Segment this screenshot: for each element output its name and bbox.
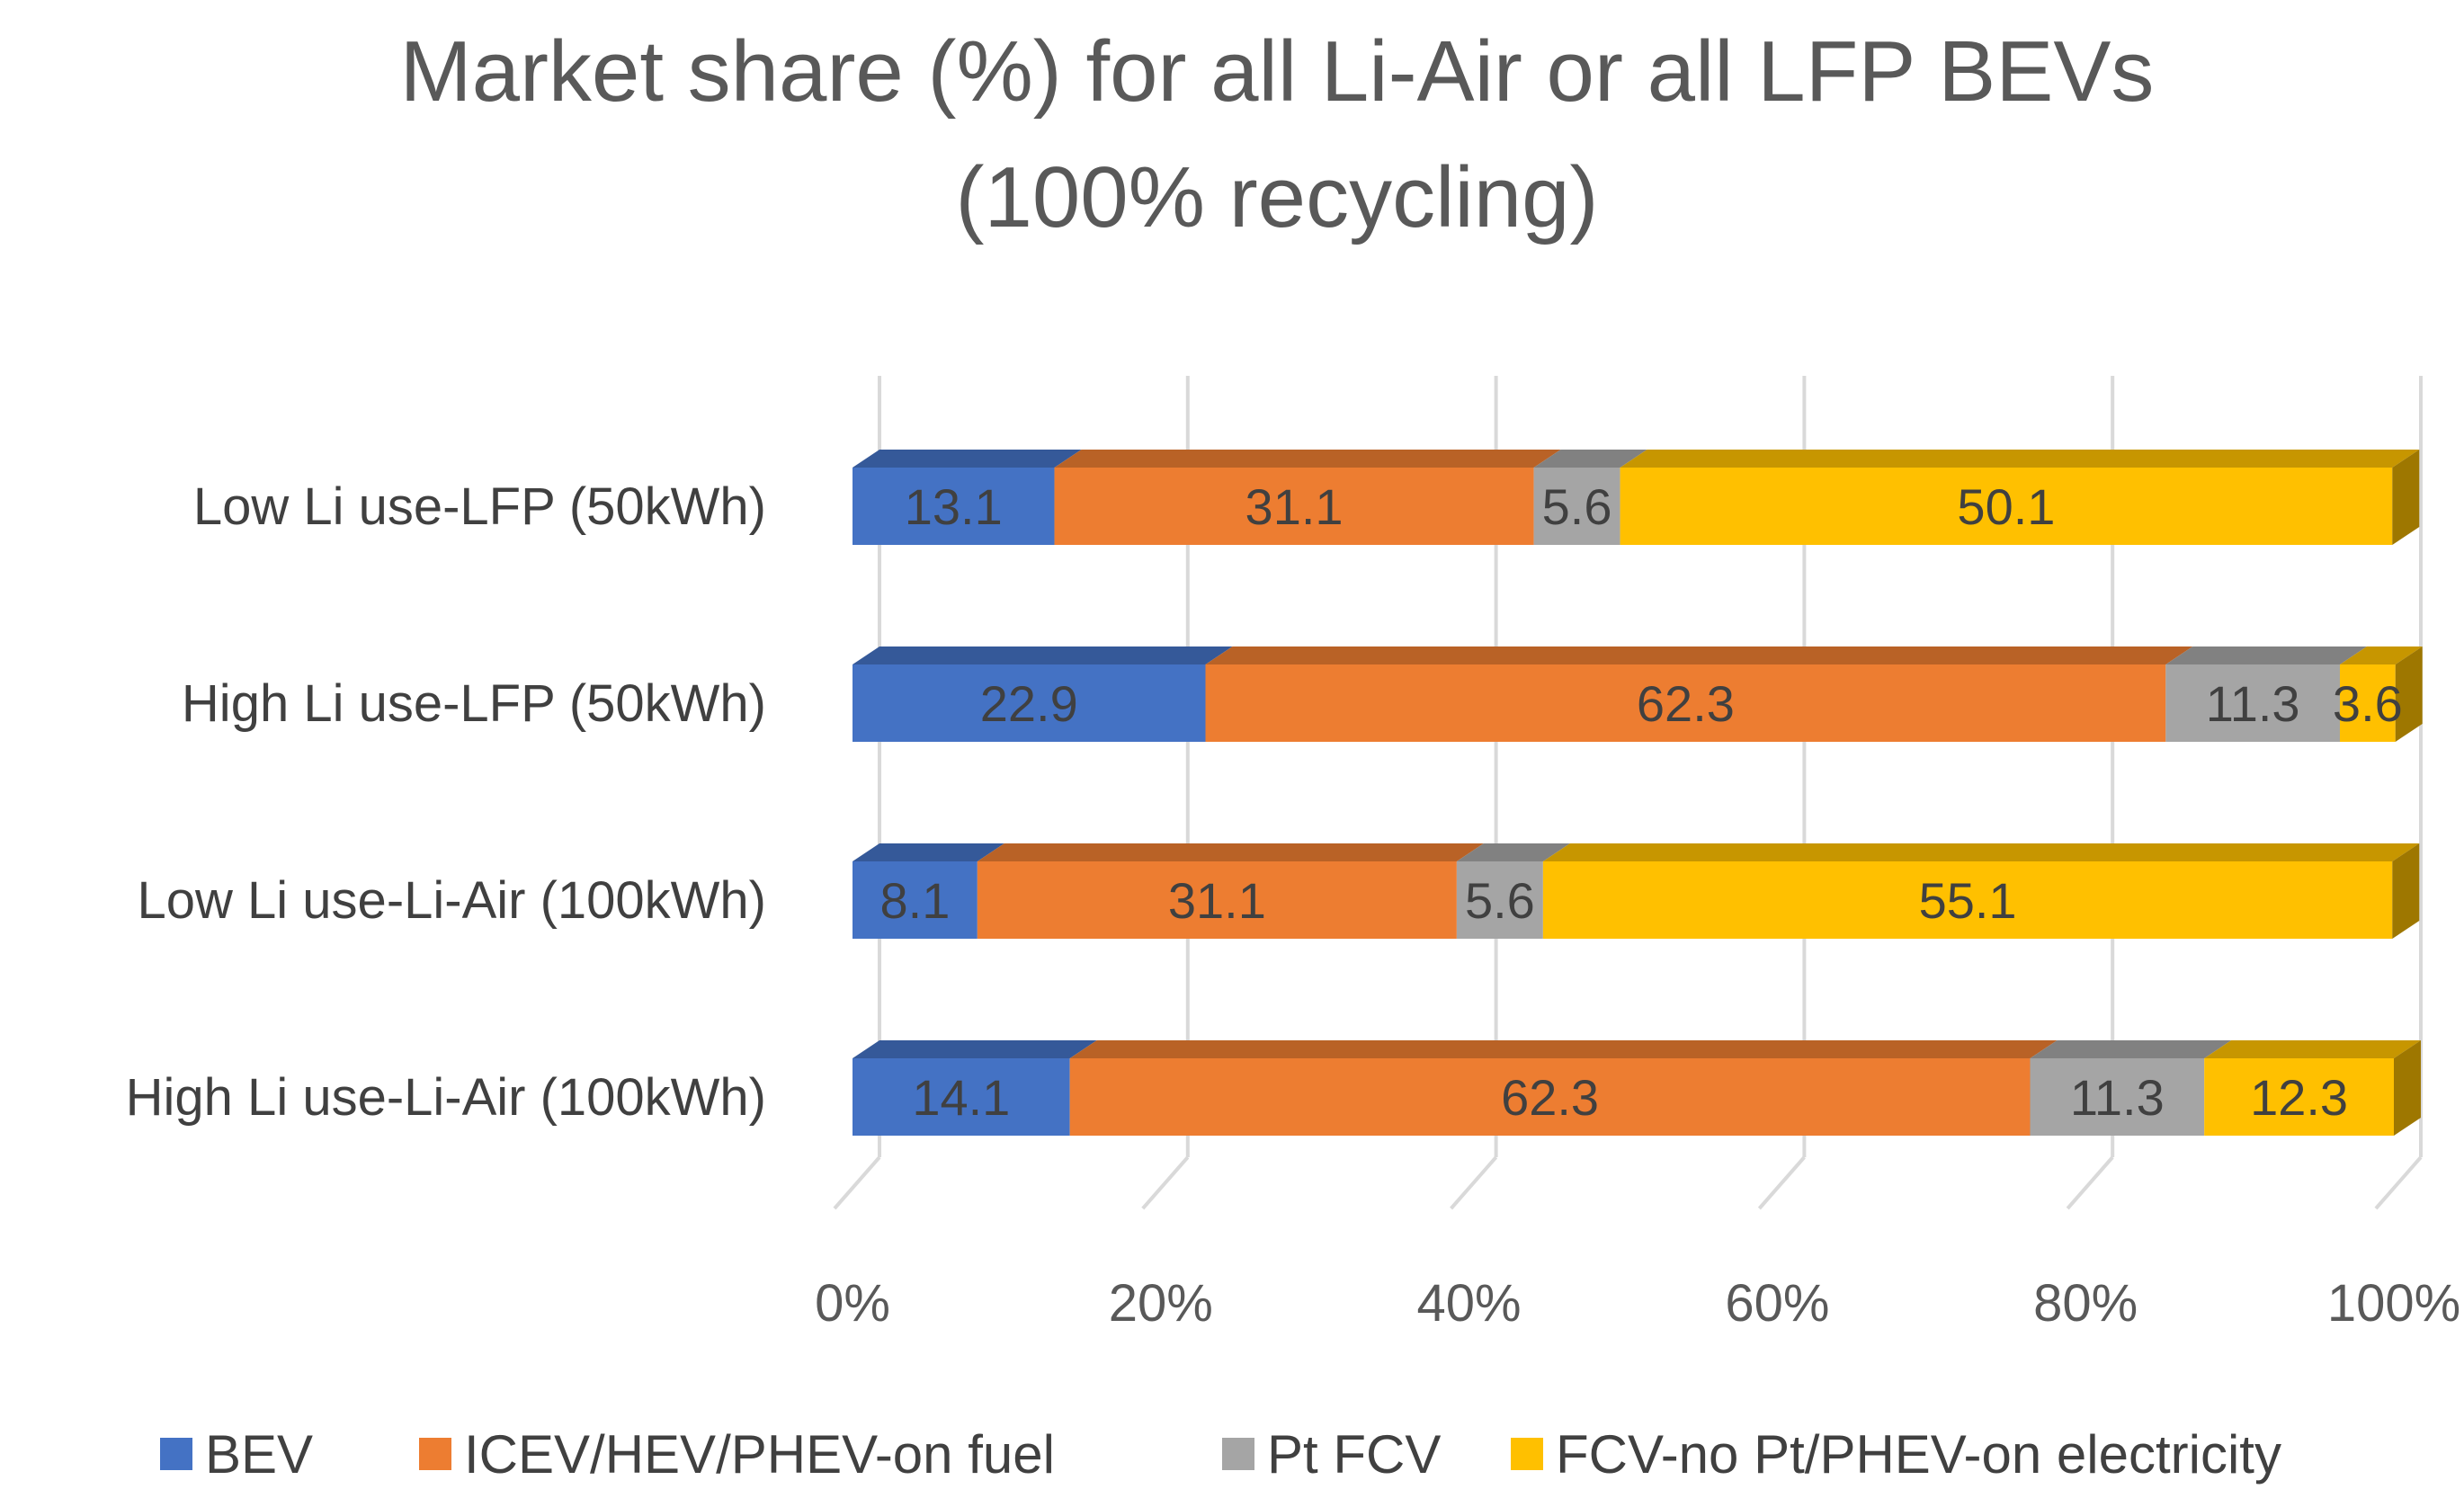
bar-segment-icev-hev-phev-on-fuel [1054,450,1561,545]
floor-line-3 [1757,1155,1806,1210]
x-tick-label: 0% [815,1274,890,1333]
bar-segment-icev-hev-phev-on-fuel [1205,646,2193,742]
legend-item-pt-fcv: Pt FCV [1222,1424,1441,1485]
bar-segment-bev [853,1040,1097,1136]
x-tick-label: 80% [2033,1274,2138,1333]
bar-segment-bev [853,843,1004,939]
legend-swatch [1511,1438,1543,1470]
data-label: 8.1 [879,872,950,929]
legend: BEV ICEV/HEV/PHEV-on fuel Pt FCV FCV-no Pt/… [160,1424,2281,1485]
data-label: 55.1 [1919,872,2017,929]
data-label: 62.3 [1501,1069,1599,1126]
bar-segment-bev [853,450,1082,545]
legend-item-fcv-no-pt-phev-on-electricity: FCV-no Pt/PHEV-on electricity [1511,1424,2281,1485]
floor-line-0 [833,1155,881,1210]
axes: 0% 20% 40% 60% 80% 100% Low Li use-LFP (50kWh)… [126,477,2461,1333]
bar-segment-pt-fcv [2030,1040,2232,1136]
data-label: 12.3 [2250,1069,2348,1126]
chart-title-line-2: (100% recycling) [956,149,1599,245]
data-label: 22.9 [980,675,1078,732]
x-tick-label: 20% [1109,1274,1213,1333]
legend-label: FCV-no Pt/PHEV-on electricity [1556,1424,2281,1485]
data-label: 13.1 [905,478,1003,535]
legend-label: BEV [205,1424,313,1485]
data-label: 62.3 [1637,675,1735,732]
category-label: Low Li use-LFP (50kWh) [193,477,766,536]
bars [853,450,2423,1136]
data-label: 5.6 [1542,478,1612,535]
x-tick-label: 40% [1417,1274,1522,1333]
bar-segment-icev-hev-phev-on-fuel [1069,1040,2058,1136]
data-label: 31.1 [1245,478,1344,535]
bar-segment-fcv-no-pt-phev-on-electricity [1620,450,2420,545]
data-label: 14.1 [912,1069,1010,1126]
legend-swatch [1222,1438,1254,1470]
bar-segment-pt-fcv [1456,843,1570,939]
data-label: 5.6 [1465,872,1535,929]
category-label: Low Li use-Li-Air (100kWh) [138,871,766,930]
data-labels: 13.1 31.1 5.6 50.1 22.9 62.3 11.3 3.6 8.1 31.1 5.6… [879,478,2402,1126]
x-tick-label: 100% [2327,1274,2460,1333]
data-label: 11.3 [2206,675,2300,732]
bar-segment-pt-fcv [1533,450,1647,545]
category-label: High Li use-LFP (50kWh) [182,674,766,733]
floor-line-2 [1450,1155,1498,1210]
bar-segment-pt-fcv [2165,646,2368,742]
legend-label: ICEV/HEV/PHEV-on fuel [464,1424,1055,1485]
bar-segment-fcv-no-pt-phev-on-electricity [2340,646,2423,742]
x-tick-label: 60% [1725,1274,1829,1333]
data-label: 3.6 [2333,675,2403,732]
data-label: 11.3 [2070,1069,2165,1126]
legend-item-bev: BEV [160,1424,313,1485]
legend-label: Pt FCV [1267,1424,1441,1485]
category-label: High Li use-Li-Air (100kWh) [126,1068,766,1127]
bar-segment-fcv-no-pt-phev-on-electricity [2204,1040,2421,1136]
bar-segment-bev [853,646,1233,742]
data-label: 50.1 [1957,478,2055,535]
floor-line-4 [2066,1155,2114,1210]
legend-swatch [160,1438,192,1470]
legend-swatch [419,1438,451,1470]
floor-line-5 [2374,1155,2423,1210]
data-label: 31.1 [1168,872,1266,929]
bar-segment-icev-hev-phev-on-fuel [977,843,1484,939]
bar-segment-fcv-no-pt-phev-on-electricity [1542,843,2420,939]
legend-item-icev-hev-phev-on-fuel: ICEV/HEV/PHEV-on fuel [419,1424,1055,1485]
floor-line-1 [1141,1155,1190,1210]
chart-title-line-1: Market share (%) for all Li-Air or all L… [400,23,2155,120]
